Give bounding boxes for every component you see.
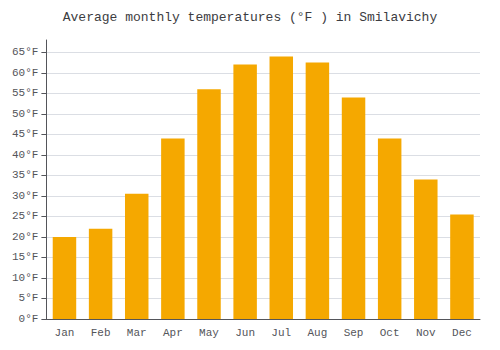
svg-text:Average monthly temperatures (: Average monthly temperatures (°F ) in Sm… — [63, 10, 438, 25]
svg-text:20°F: 20°F — [12, 231, 38, 243]
svg-text:Mar: Mar — [127, 327, 147, 339]
svg-text:Jan: Jan — [55, 327, 75, 339]
svg-text:May: May — [199, 327, 219, 339]
svg-text:35°F: 35°F — [12, 169, 38, 181]
svg-text:Jul: Jul — [271, 327, 291, 339]
svg-text:25°F: 25°F — [12, 210, 38, 222]
svg-text:Nov: Nov — [416, 327, 436, 339]
svg-text:50°F: 50°F — [12, 108, 38, 120]
svg-text:Oct: Oct — [380, 327, 400, 339]
svg-text:65°F: 65°F — [12, 46, 38, 58]
svg-text:Jun: Jun — [235, 327, 255, 339]
svg-text:60°F: 60°F — [12, 67, 38, 79]
svg-text:Feb: Feb — [91, 327, 111, 339]
svg-text:55°F: 55°F — [12, 87, 38, 99]
svg-text:Aug: Aug — [307, 327, 327, 339]
svg-text:10°F: 10°F — [12, 272, 38, 284]
svg-text:40°F: 40°F — [12, 149, 38, 161]
svg-text:45°F: 45°F — [12, 128, 38, 140]
svg-text:30°F: 30°F — [12, 190, 38, 202]
svg-text:0°F: 0°F — [19, 313, 39, 325]
svg-text:15°F: 15°F — [12, 251, 38, 263]
svg-text:Apr: Apr — [163, 327, 183, 339]
svg-text:Sep: Sep — [344, 327, 364, 339]
svg-text:Dec: Dec — [452, 327, 472, 339]
svg-text:5°F: 5°F — [19, 292, 39, 304]
